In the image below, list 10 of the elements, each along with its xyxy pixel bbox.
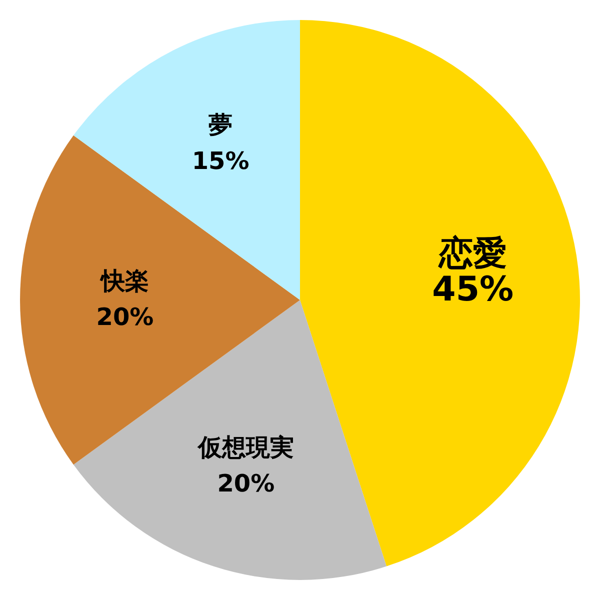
data-label: 20%: [217, 469, 275, 498]
pie-slice: [73, 20, 300, 300]
slice-label: 仮想現実: [196, 433, 294, 462]
slice-label: 夢: [208, 111, 233, 140]
data-label: 20%: [96, 303, 154, 331]
slice-label: 快楽: [99, 267, 149, 295]
pie-slice: [20, 135, 300, 465]
pie-slice: [300, 20, 580, 566]
pie-slice: [73, 300, 387, 580]
data-label: 15%: [192, 147, 250, 176]
